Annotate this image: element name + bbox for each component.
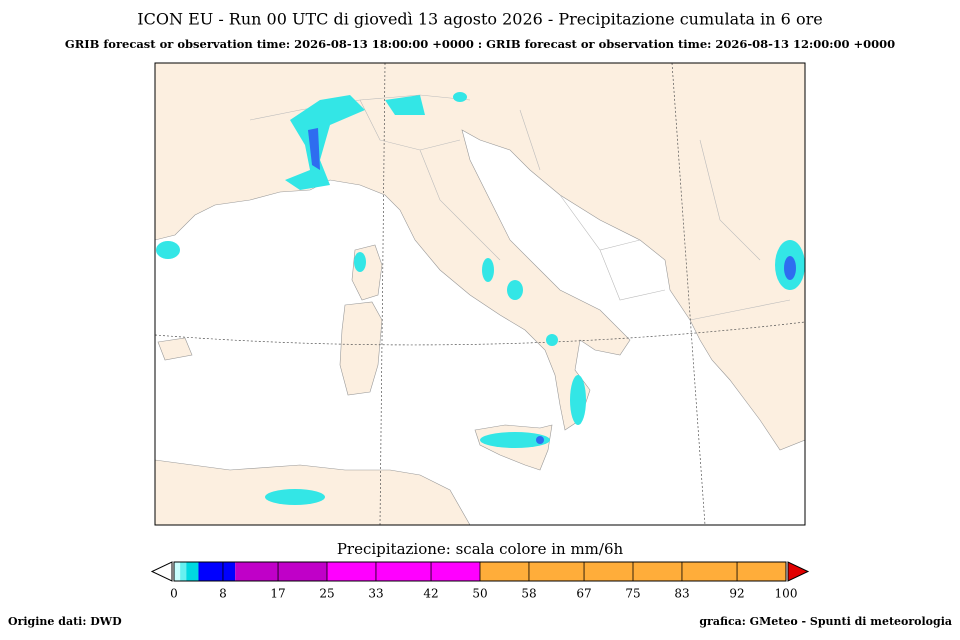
colorbar-tick-label: 67 — [576, 587, 591, 601]
sardinia — [339, 301, 383, 396]
colorbar-tick-label: 92 — [729, 587, 744, 601]
balearics — [157, 337, 193, 361]
colorbar-segment — [180, 562, 187, 581]
colorbar-tick-label: 42 — [423, 587, 438, 601]
colorbar-segment — [235, 562, 327, 581]
title: ICON EU - Run 00 UTC di giovedì 13 agost… — [137, 10, 822, 29]
colorbar-tick-label: 100 — [775, 587, 798, 601]
subtitle: GRIB forecast or observation time: 2026-… — [65, 37, 895, 51]
under-arrow — [150, 561, 173, 582]
precipitation — [156, 92, 805, 505]
source: Origine dati: DWD — [8, 615, 122, 628]
colorbar-tick-label: 0 — [170, 587, 178, 601]
colorbar-tick-label: 17 — [270, 587, 285, 601]
colorbar-tick-label: 83 — [674, 587, 689, 601]
map-frame — [154, 62, 806, 526]
colorbar-tick-label: 50 — [472, 587, 487, 601]
colorbar-tick-label: 25 — [319, 587, 334, 601]
colorbar-tick-label: 8 — [219, 587, 227, 601]
borders — [249, 94, 791, 321]
map — [154, 62, 806, 526]
colorbar-title: Precipitazione: scala colore in mm/6h — [337, 540, 624, 558]
colorbar-segment — [327, 562, 480, 581]
colorbar-segment — [186, 562, 199, 581]
colorbar-tick-label: 75 — [625, 587, 640, 601]
colorbar-tick-label: 58 — [521, 587, 536, 601]
colorbar: 0 8 17 25 33 42 50 58 67 75 83 92 100 — [150, 561, 810, 601]
over-arrow — [787, 561, 810, 582]
colorbar-tick-label: 33 — [368, 587, 383, 601]
graticule — [155, 63, 805, 525]
colorbar-segment — [174, 562, 181, 581]
credit: grafica: GMeteo - Spunti di meteorologia — [699, 615, 952, 628]
colorbar-segment — [198, 562, 236, 581]
